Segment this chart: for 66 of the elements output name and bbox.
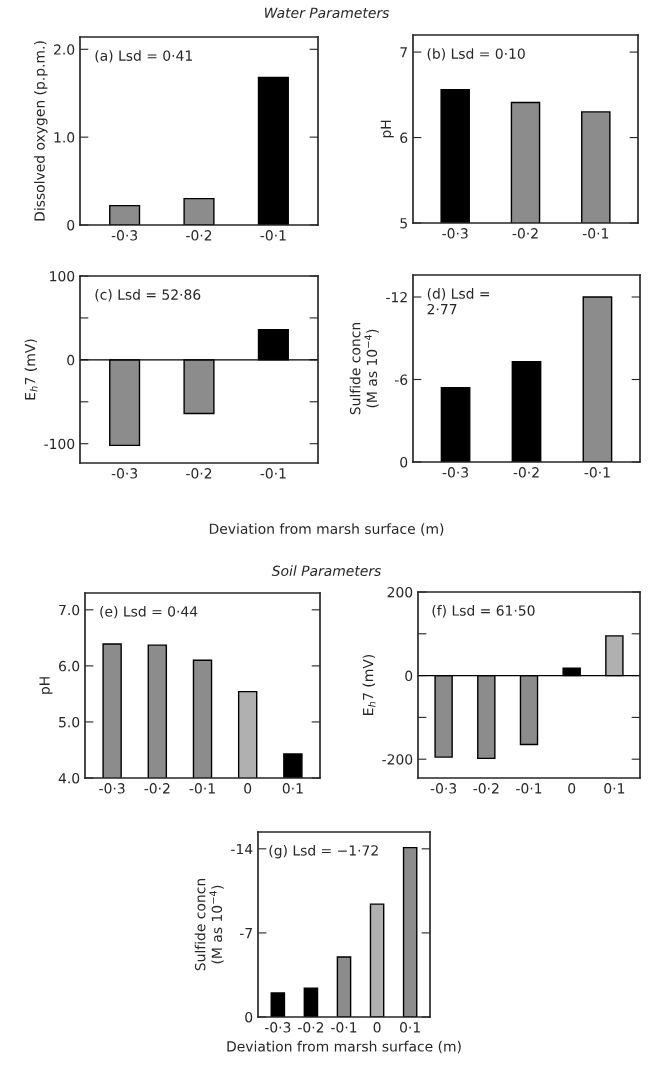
annotation: (e) Lsd = 0·44	[100, 605, 198, 619]
x-tick-label: -0·2	[186, 230, 212, 241]
x-tick-label: -0·3	[264, 1022, 291, 1033]
annotation: (d) Lsd = 2·77	[427, 288, 490, 315]
y-axis-title: E$_{h}$7 (mV)	[362, 654, 376, 715]
annotation: (c) Lsd = 52·86	[95, 289, 201, 302]
y-tick-label: 5	[400, 218, 407, 229]
y-tick-label: 0	[67, 354, 75, 366]
x-tick-label: -0·2	[473, 783, 499, 794]
x-tick-label: 0·1	[400, 1022, 420, 1033]
y-tick-label: 5.0	[59, 716, 80, 728]
annotation: (g) Lsd = −1·72	[269, 844, 378, 859]
y-tick-label: 0	[400, 456, 408, 468]
y-tick-label: 6.0	[59, 660, 80, 672]
y-tick-label: -7	[239, 928, 252, 939]
x-tick-label: -0·2	[298, 1022, 324, 1033]
x-axis-title: Deviation from marsh surface (m)	[209, 523, 444, 536]
y-axis-title: Sulfide concn (M as 10$^{−4}$)	[194, 878, 224, 971]
y-tick-label: -14	[231, 843, 253, 855]
y-tick-label: 100	[50, 270, 75, 282]
x-tick-label: -0·1	[260, 230, 286, 241]
y-axis-title: Sulfide concn (M as 10$^{−4}$)	[349, 322, 379, 415]
x-tick-label: -0·3	[111, 468, 138, 479]
y-axis-title: pH	[380, 120, 394, 138]
chart-title: Soil Parameters	[271, 565, 381, 577]
y-tick-label: 200	[387, 586, 413, 598]
annotation: (b) Lsd = 0·10	[427, 48, 525, 61]
y-tick-label: 4.0	[58, 772, 80, 784]
y-tick-label: 7	[400, 47, 407, 58]
y-tick-label: 0	[67, 219, 75, 231]
x-tick-label: -0·3	[442, 467, 468, 478]
y-tick-label: 0	[405, 670, 413, 682]
x-tick-label: -0·1	[331, 1022, 357, 1033]
x-tick-label: -0·1	[260, 468, 286, 479]
y-axis-title: Dissolved oxygen (p.p.m.)	[34, 41, 48, 221]
x-tick-label: -0·2	[513, 467, 539, 478]
x-tick-label: -0·2	[144, 783, 170, 794]
x-tick-label: -0·1	[582, 228, 609, 239]
x-tick-label: -0·2	[512, 228, 538, 239]
y-tick-label: 6	[400, 132, 408, 144]
x-tick-label: -0·2	[186, 468, 212, 479]
y-axis-title: E$_{h}$7 (mV)	[24, 339, 38, 400]
x-tick-label: 0·1	[604, 783, 625, 794]
annotation: (a) Lsd = 0·41	[95, 50, 192, 63]
y-tick-label: -100	[44, 438, 75, 450]
x-tick-label: -0·3	[111, 230, 138, 241]
y-tick-label: -12	[386, 291, 407, 303]
x-tick-label: -0·3	[430, 783, 457, 794]
x-tick-label: 0·1	[282, 783, 303, 794]
y-tick-label: 1.0	[54, 132, 75, 143]
x-tick-label: -0·1	[516, 783, 542, 794]
y-tick-label: 2.0	[54, 44, 75, 55]
x-tick-label: -0·1	[189, 783, 215, 794]
y-tick-label: -200	[382, 754, 413, 765]
x-tick-label: -0·1	[584, 467, 610, 478]
y-axis-title: pH	[39, 677, 53, 694]
chart-title: Water Parameters	[264, 7, 390, 19]
y-tick-label: 0	[245, 1011, 253, 1023]
x-tick-label: -0·3	[442, 228, 468, 239]
y-tick-label: 7.0	[59, 604, 80, 616]
x-tick-label: 0	[373, 1022, 381, 1033]
x-tick-label: 0	[568, 783, 576, 794]
x-tick-label: -0·3	[99, 783, 125, 794]
annotation: (f) Lsd = 61·50	[432, 605, 535, 618]
y-tick-label: -6	[394, 374, 408, 385]
x-axis-title: Deviation from marsh surface (m)	[227, 1040, 461, 1054]
